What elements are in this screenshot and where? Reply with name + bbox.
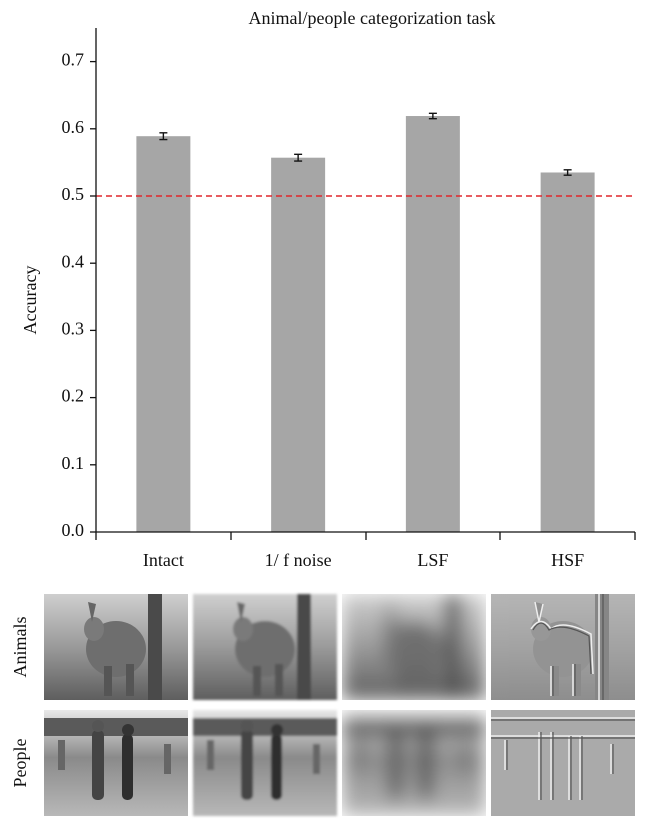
error-bar [159,132,168,141]
error-bar [563,169,572,176]
plot-area: 0.0 0.1 0.2 0.3 0.4 0.5 0.6 0.7 Intact 1/ f noise… [62,50,635,570]
bar [405,116,460,533]
y-tick-label: 0.3 [62,319,85,339]
bar [136,136,191,532]
y-tick-label: 0.5 [62,184,85,204]
image-intact [44,710,188,816]
row-label: Animals [10,617,30,678]
x-ticks [95,532,636,540]
error-bar [428,112,437,120]
y-tick-label: 0.4 [62,251,85,271]
x-tick-label: HSF [551,550,584,570]
image-hsf [491,594,635,700]
x-tick-label: LSF [417,550,448,570]
x-tick-label: Intact [143,550,184,570]
y-tick-label: 0.1 [62,453,85,473]
y-axis-label: Accuracy [20,266,40,335]
x-tick-label: 1/ f noise [265,550,332,570]
image-grid [44,594,635,816]
image-noise [193,710,337,816]
chart-title: Animal/people categorization task [249,8,496,28]
y-tick-label: 0.7 [62,50,85,70]
y-tick-label: 0.6 [62,117,85,137]
y-tick-label: 0.0 [62,520,85,540]
image-intact [44,594,188,700]
bar [271,157,326,533]
image-noise [193,594,337,700]
image-hsf [491,710,635,816]
row-label: People [10,738,30,787]
image-lsf [342,710,486,816]
bar [540,172,595,533]
y-tick-label: 0.2 [62,386,85,406]
error-bar [294,153,303,162]
image-lsf [342,594,486,700]
